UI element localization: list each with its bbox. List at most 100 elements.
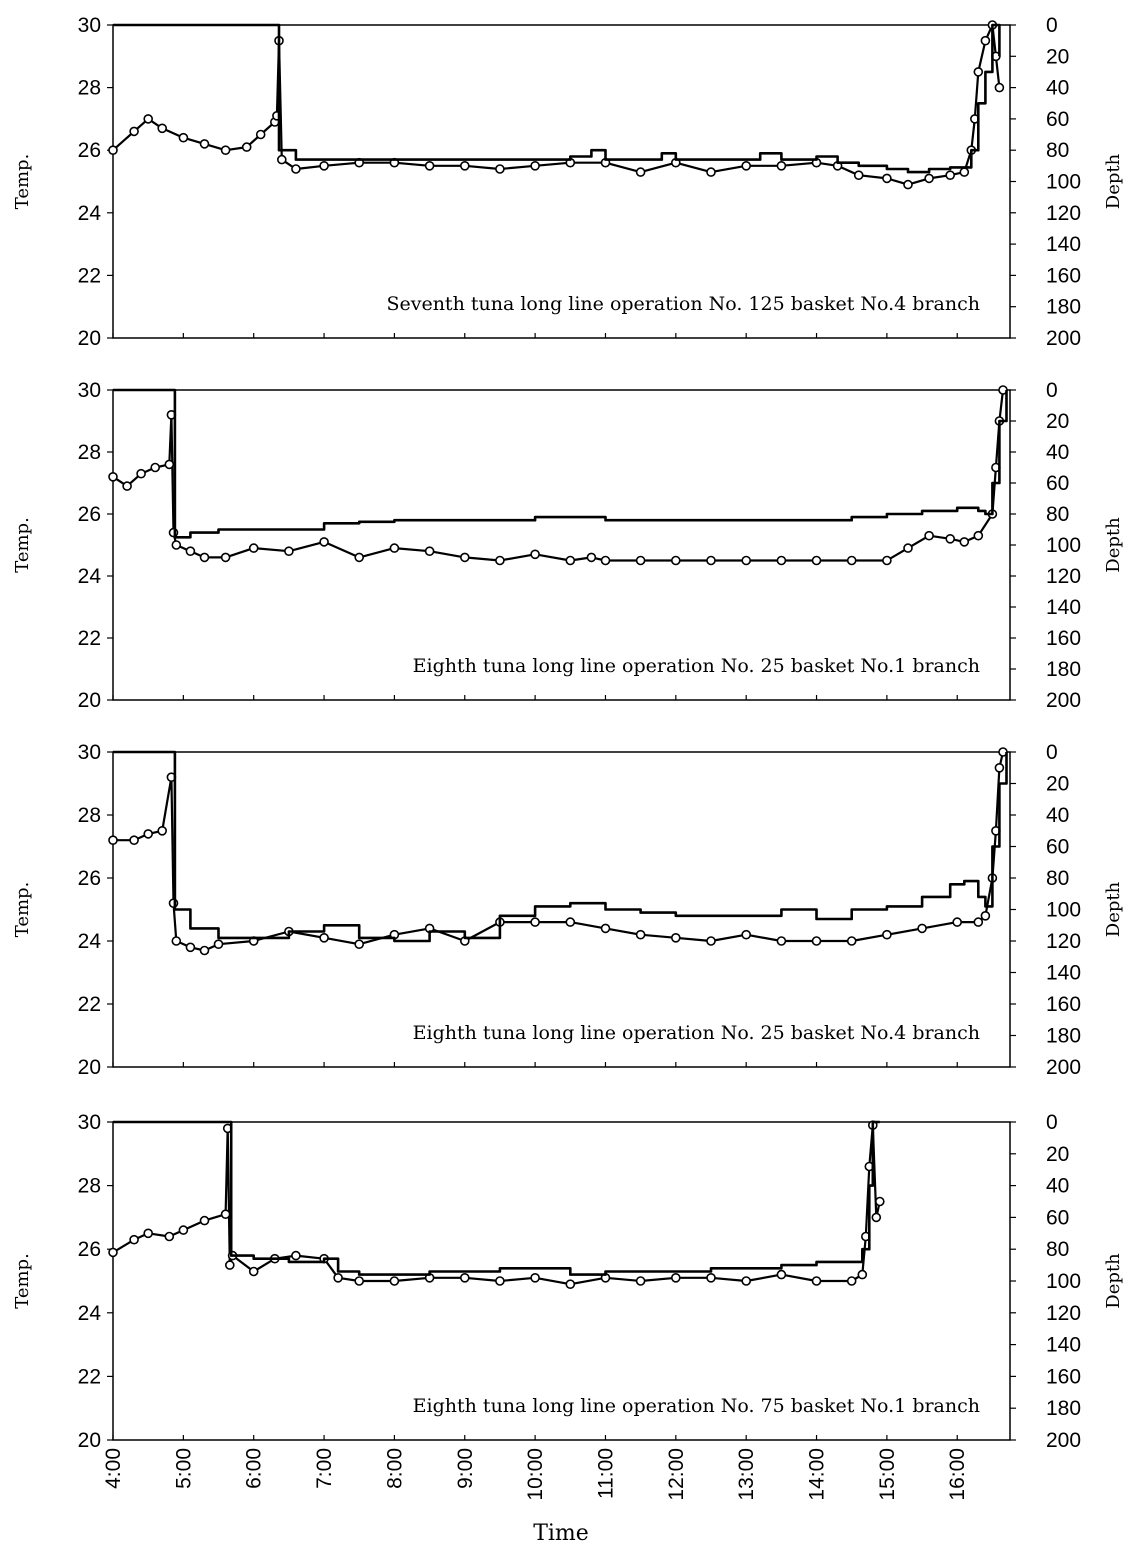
temperature-point [199, 552, 210, 563]
right-tick-label: 180 [1046, 1397, 1081, 1420]
left-axis-title: Temp. [12, 1253, 33, 1309]
right-tick-label: 0 [1046, 741, 1058, 764]
x-tick-label: 8:00 [383, 1448, 406, 1489]
left-tick-label: 20 [78, 689, 101, 712]
temperature-point [635, 929, 646, 940]
temperature-point [389, 543, 400, 553]
right-tick-label: 20 [1046, 1143, 1069, 1166]
x-tick-label: 7:00 [313, 1448, 336, 1489]
temperature-point [776, 555, 787, 566]
chart-panel-1: 302826242220020406080100120140160180200T… [12, 14, 1124, 350]
temperature-point [980, 35, 991, 46]
right-tick-label: 180 [1046, 658, 1081, 681]
temperature-point [846, 936, 857, 946]
left-tick-label: 24 [78, 565, 102, 588]
temperature-point [199, 945, 210, 956]
temperature-series-line [112, 389, 1005, 562]
temperature-point [635, 555, 646, 566]
right-tick-label: 60 [1046, 108, 1069, 131]
left-tick-label: 22 [78, 264, 101, 287]
temperature-point [741, 161, 752, 171]
left-tick-label: 28 [78, 77, 101, 100]
right-tick-label: 100 [1046, 1270, 1081, 1293]
temperature-point [853, 170, 864, 180]
depth-series-line [113, 750, 1008, 943]
right-tick-label: 180 [1046, 296, 1081, 319]
temperature-point [776, 1269, 787, 1280]
right-axis-title: Depth [1103, 1253, 1124, 1309]
temperature-point [319, 537, 329, 547]
right-tick-label: 120 [1046, 202, 1081, 225]
panel-title: Eighth tuna long line operation No. 75 b… [413, 1395, 980, 1417]
temperature-point [129, 1234, 139, 1245]
left-tick-label: 30 [78, 379, 101, 402]
left-tick-label: 26 [78, 139, 101, 162]
temperature-point [157, 825, 167, 836]
right-tick-label: 160 [1046, 627, 1081, 650]
temperature-point [811, 936, 822, 946]
temperature-point [389, 1276, 400, 1286]
temperature-point [255, 129, 266, 140]
temperature-point [706, 1273, 716, 1283]
right-tick-label: 80 [1046, 503, 1069, 526]
temperature-point [706, 555, 716, 566]
temperature-point [776, 936, 787, 946]
left-tick-label: 26 [78, 867, 101, 890]
temperature-point [741, 929, 752, 940]
left-axis-title: Temp. [12, 882, 33, 938]
temperature-point [600, 923, 611, 934]
right-tick-label: 80 [1046, 1238, 1069, 1261]
x-tick-label: 16:00 [946, 1448, 969, 1501]
temperature-point [871, 1212, 882, 1223]
temperature-point [459, 161, 470, 171]
temperature-point [178, 1225, 189, 1235]
temperature-point [459, 1273, 470, 1283]
temperature-point [108, 835, 118, 846]
temperature-point [168, 898, 179, 909]
temperature-point [959, 167, 970, 177]
right-tick-label: 80 [1046, 139, 1069, 162]
temperature-point [945, 533, 956, 544]
temperature-point [248, 543, 259, 553]
right-tick-label: 140 [1046, 233, 1081, 256]
x-tick-label: 5:00 [172, 1448, 195, 1489]
x-tick-label: 4:00 [102, 1448, 125, 1489]
right-tick-label: 200 [1046, 327, 1081, 350]
temperature-point [354, 1276, 365, 1286]
temperature-point [185, 546, 196, 557]
temperature-point [199, 139, 210, 149]
right-tick-label: 0 [1046, 1111, 1058, 1134]
left-tick-label: 26 [78, 1238, 101, 1261]
temperature-point [108, 1247, 118, 1258]
left-tick-label: 30 [78, 1111, 101, 1134]
temperature-point [108, 471, 118, 482]
panel-title: Eighth tuna long line operation No. 25 b… [413, 1022, 980, 1044]
temperature-point [776, 161, 787, 171]
right-tick-label: 120 [1046, 930, 1081, 953]
right-tick-label: 40 [1046, 804, 1069, 827]
right-tick-label: 20 [1046, 45, 1069, 68]
temperature-point [424, 161, 435, 171]
right-axis-title: Depth [1103, 153, 1124, 209]
temperature-point [811, 1276, 822, 1286]
left-axis-title: Temp. [12, 517, 33, 573]
temperature-point [565, 917, 576, 927]
right-tick-label: 20 [1046, 410, 1069, 433]
temperature-point [945, 170, 956, 180]
temperature-point [903, 179, 913, 190]
depth-series-line [113, 23, 1001, 174]
left-tick-label: 22 [78, 627, 101, 650]
temperature-point [857, 1269, 868, 1280]
temperature-point [241, 142, 252, 152]
left-tick-label: 20 [78, 1429, 101, 1452]
left-tick-label: 28 [78, 441, 101, 464]
temperature-point [846, 1276, 857, 1286]
temperature-point [122, 481, 132, 491]
right-tick-label: 200 [1046, 689, 1081, 712]
right-tick-label: 0 [1046, 14, 1058, 37]
temperature-point [882, 173, 892, 184]
temperature-point [143, 829, 153, 839]
left-axis-title: Temp. [12, 154, 33, 210]
temperature-point [284, 546, 294, 557]
right-tick-label: 100 [1046, 899, 1081, 922]
